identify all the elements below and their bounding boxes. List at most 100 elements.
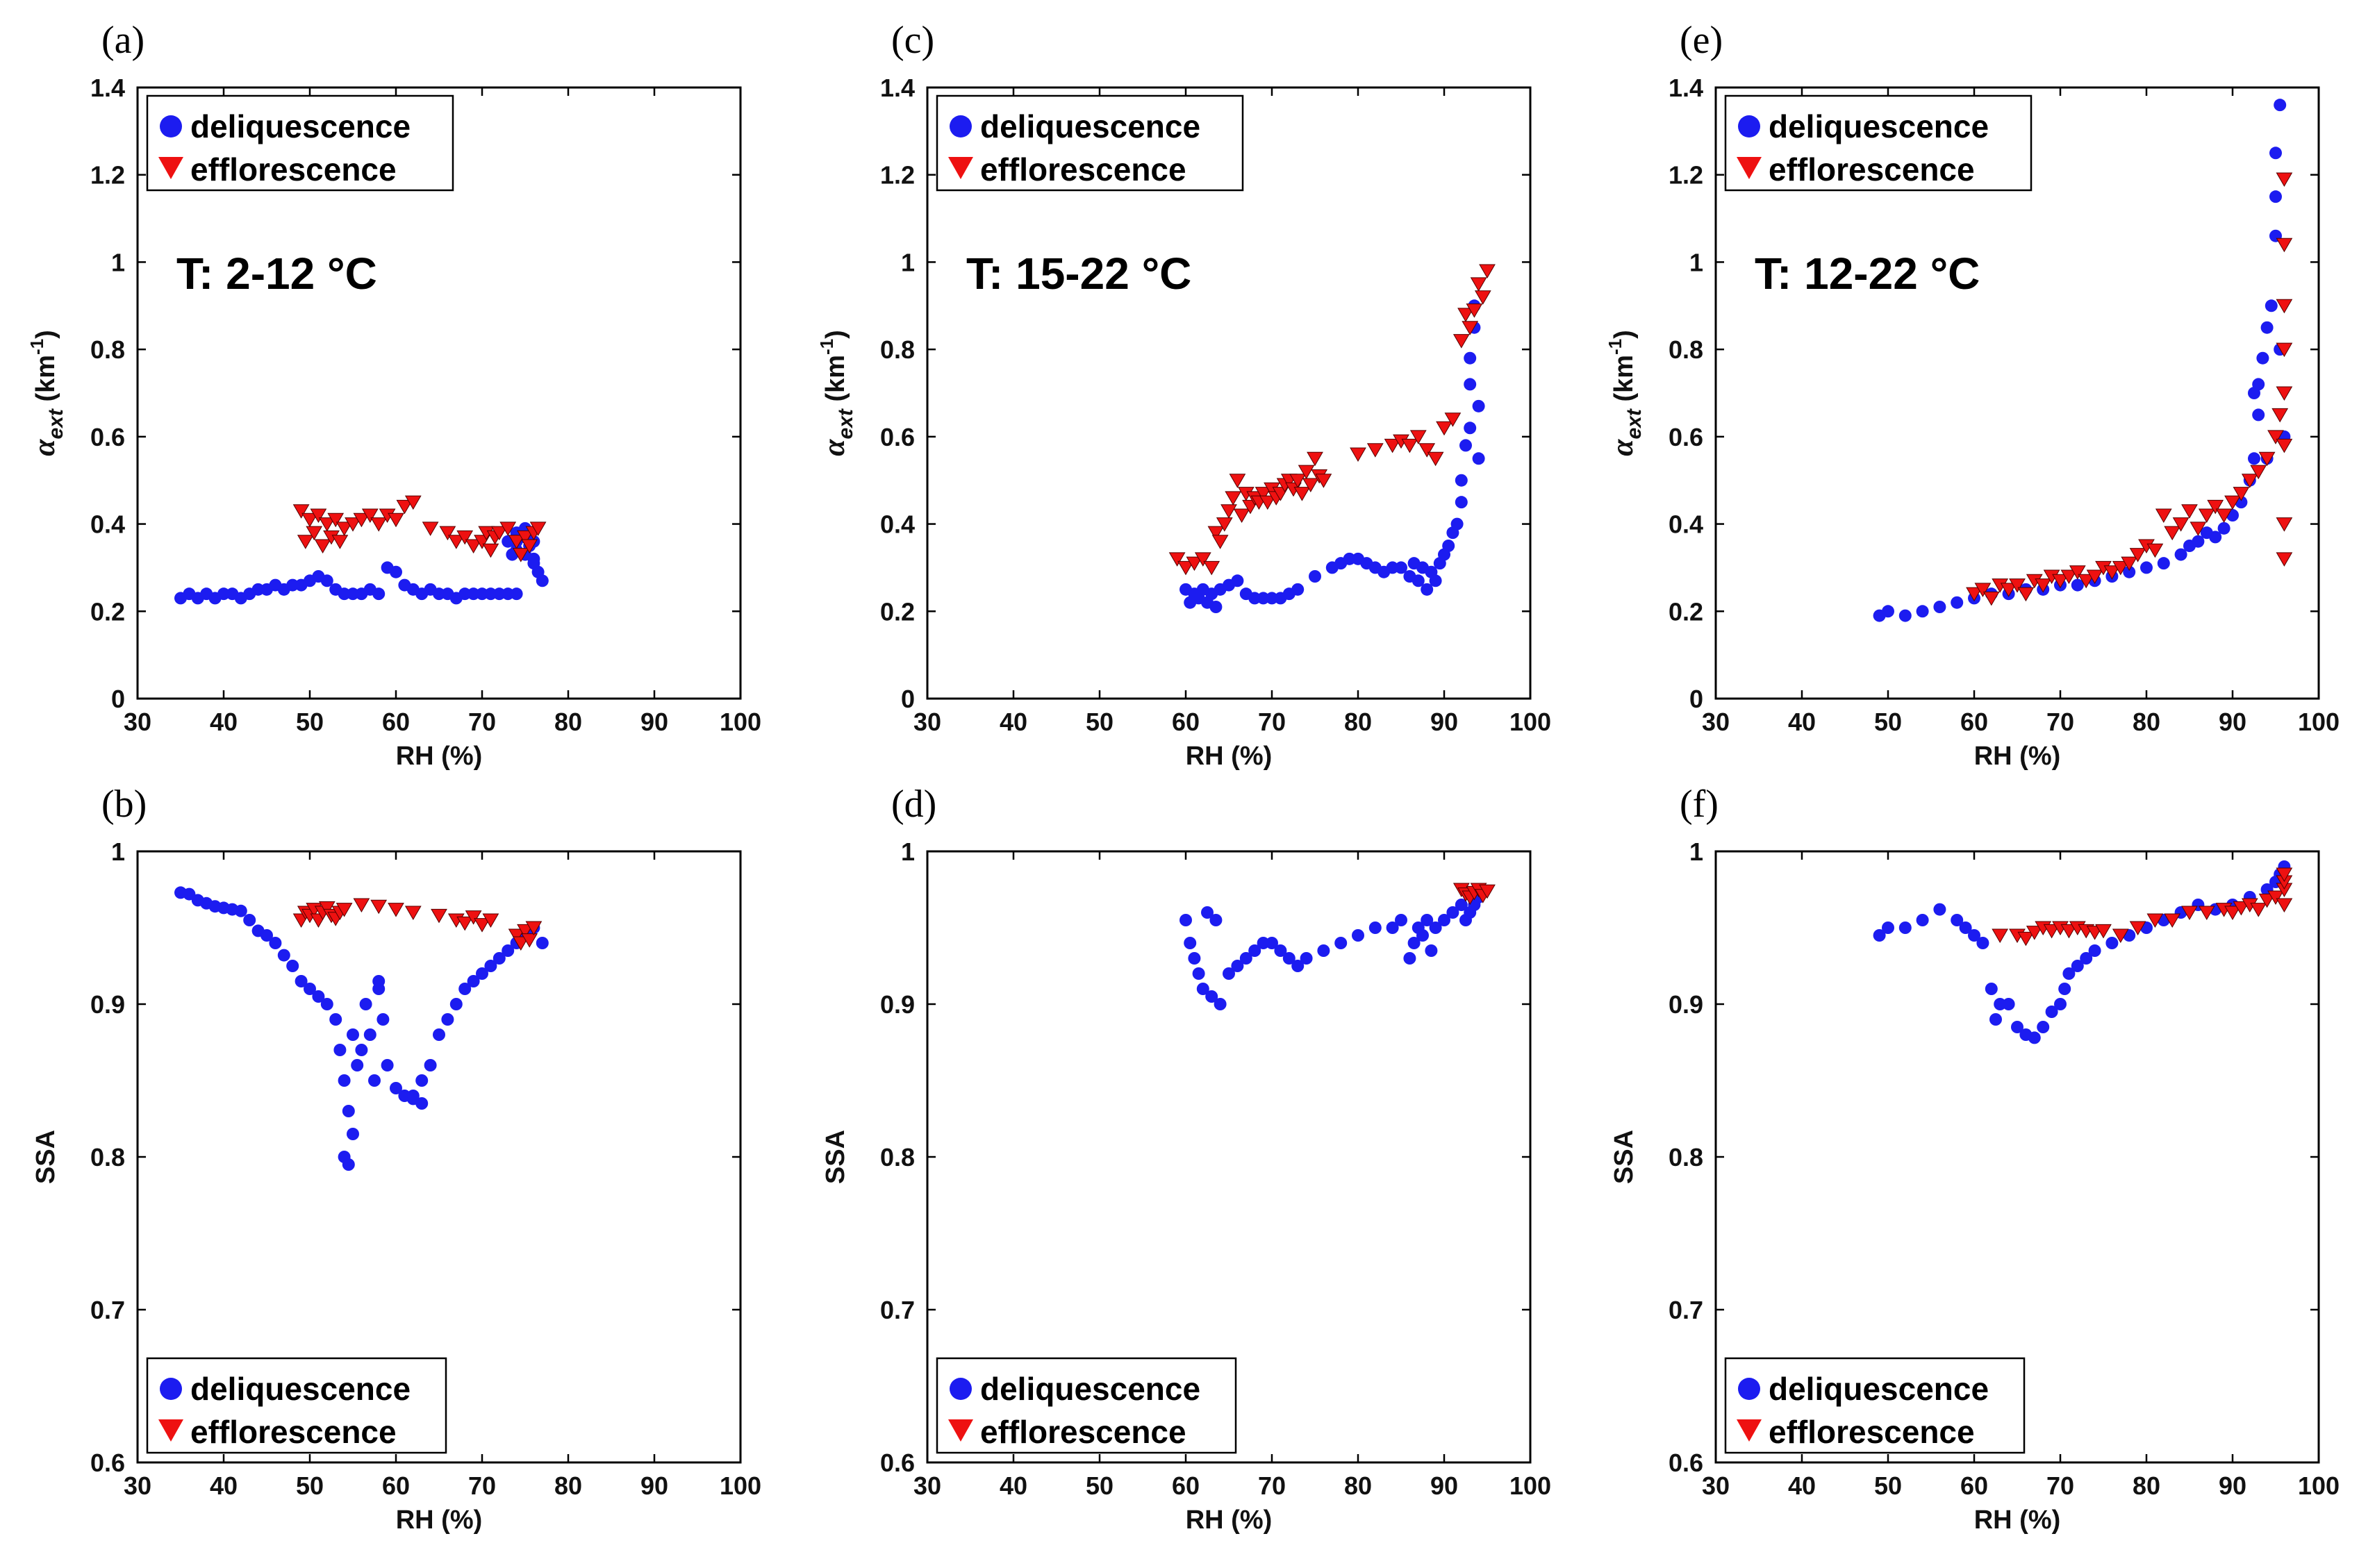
temperature-label: T: 15-22 °C xyxy=(966,249,1191,299)
x-tick-label: 30 xyxy=(1702,708,1730,736)
plot-frame xyxy=(136,86,742,700)
legend-efflorescence-label: efflorescence xyxy=(1769,1414,1975,1450)
x-tick-label: 50 xyxy=(296,708,324,736)
deliquescence-point xyxy=(1959,921,1972,934)
efflorescence-point xyxy=(2146,543,2164,558)
deliquescence-point xyxy=(484,587,497,601)
deliquescence-point xyxy=(320,574,333,587)
deliquescence-point xyxy=(1916,605,1929,618)
efflorescence-point xyxy=(292,504,310,519)
deliquescence-point xyxy=(1282,952,1296,965)
deliquescence-point xyxy=(1968,929,1980,942)
panel-label: (f) xyxy=(1680,783,1719,826)
deliquescence-point xyxy=(1334,937,1348,949)
deliquescence-point xyxy=(390,1082,402,1094)
efflorescence-point xyxy=(517,924,533,939)
deliquescence-point xyxy=(1274,944,1287,957)
panel-label: (c) xyxy=(891,19,934,62)
temperature-label: T: 12-22 °C xyxy=(1755,249,1980,299)
legend-deliquescence-marker xyxy=(160,115,182,137)
efflorescence-point xyxy=(1207,526,1225,541)
efflorescence-point xyxy=(512,936,529,951)
deliquescence-point xyxy=(2054,998,2067,1010)
efflorescence-point xyxy=(1479,264,1496,278)
legend-deliquescence-label: deliquescence xyxy=(980,1371,1200,1407)
x-tick-label: 40 xyxy=(210,1471,238,1500)
deliquescence-point xyxy=(1231,574,1244,587)
efflorescence-point xyxy=(327,512,345,528)
deliquescence-point xyxy=(536,574,549,587)
efflorescence-point xyxy=(2086,569,2103,584)
efflorescence-point xyxy=(1293,487,1311,501)
efflorescence-point xyxy=(1177,560,1194,576)
deliquescence-point xyxy=(1933,903,1946,916)
y-tick-label: 1 xyxy=(901,248,915,276)
deliquescence-point xyxy=(1300,952,1313,965)
legend-deliquescence-marker xyxy=(950,1378,972,1400)
x-tick-label: 60 xyxy=(382,708,410,736)
efflorescence-point xyxy=(2276,867,2293,882)
x-tick-label: 30 xyxy=(124,708,151,736)
y-tick-label: 0.6 xyxy=(1669,423,1703,451)
efflorescence-point xyxy=(404,906,422,920)
efflorescence-point xyxy=(525,921,543,935)
deliquescence-point xyxy=(1309,570,1321,583)
deliquescence-point xyxy=(347,1128,359,1140)
x-tick-label: 100 xyxy=(1509,708,1551,736)
deliquescence-point xyxy=(1951,596,1964,609)
efflorescence-point xyxy=(2276,898,2293,912)
legend-efflorescence-label: efflorescence xyxy=(1769,151,1975,187)
deliquescence-point xyxy=(476,587,488,601)
efflorescence-point xyxy=(490,526,508,541)
efflorescence-point xyxy=(2190,522,2207,536)
deliquescence-point xyxy=(342,1158,355,1171)
deliquescence-point xyxy=(1184,937,1197,949)
efflorescence-point xyxy=(2258,451,2276,467)
panel-label: (a) xyxy=(101,19,144,62)
legend-efflorescence-marker xyxy=(948,157,973,179)
x-tick-label: 40 xyxy=(1000,1471,1027,1500)
efflorescence-point xyxy=(2000,583,2017,597)
efflorescence-point xyxy=(521,539,538,553)
efflorescence-point xyxy=(2215,508,2233,523)
deliquescence-point xyxy=(493,587,506,601)
deliquescence-point xyxy=(1429,574,1442,587)
efflorescence-point xyxy=(361,508,379,523)
efflorescence-point xyxy=(1474,290,1491,305)
deliquescence-point xyxy=(1403,952,1416,965)
efflorescence-point xyxy=(306,526,323,541)
y-tick-label: 0.6 xyxy=(90,1449,125,1477)
efflorescence-point xyxy=(2146,913,2164,928)
efflorescence-point xyxy=(2198,906,2215,920)
legend-deliquescence-label: deliquescence xyxy=(1769,1371,1989,1407)
efflorescence-point xyxy=(2035,578,2052,593)
x-tick-label: 70 xyxy=(1258,708,1286,736)
deliquescence-point xyxy=(381,1059,394,1071)
deliquescence-point xyxy=(359,998,372,1010)
legend-deliquescence-label: deliquescence xyxy=(1769,108,1989,144)
deliquescence-point xyxy=(1407,937,1421,949)
efflorescence-point xyxy=(1409,430,1427,444)
efflorescence-point xyxy=(318,517,336,532)
y-tick-label: 0.8 xyxy=(1669,335,1703,364)
deliquescence-point xyxy=(2105,937,2119,949)
efflorescence-point xyxy=(1418,443,1436,458)
efflorescence-point xyxy=(388,512,404,528)
deliquescence-point xyxy=(390,565,402,578)
legend-deliquescence-label: deliquescence xyxy=(980,108,1200,144)
deliquescence-point xyxy=(1201,906,1214,919)
efflorescence-point xyxy=(1401,438,1418,453)
y-tick-label: 0 xyxy=(111,685,125,713)
deliquescence-point xyxy=(1192,967,1205,980)
efflorescence-point xyxy=(499,522,517,536)
efflorescence-point xyxy=(318,901,336,916)
efflorescence-point xyxy=(1992,928,2009,943)
efflorescence-point xyxy=(2276,552,2293,567)
deliquescence-point xyxy=(1933,601,1946,613)
x-axis-label: RH (%) xyxy=(1974,742,2061,771)
deliquescence-point xyxy=(441,1013,454,1026)
deliquescence-point xyxy=(338,1074,351,1087)
efflorescence-point xyxy=(2233,487,2250,501)
efflorescence-point xyxy=(2103,565,2121,580)
deliquescence-point xyxy=(2011,1021,2023,1033)
